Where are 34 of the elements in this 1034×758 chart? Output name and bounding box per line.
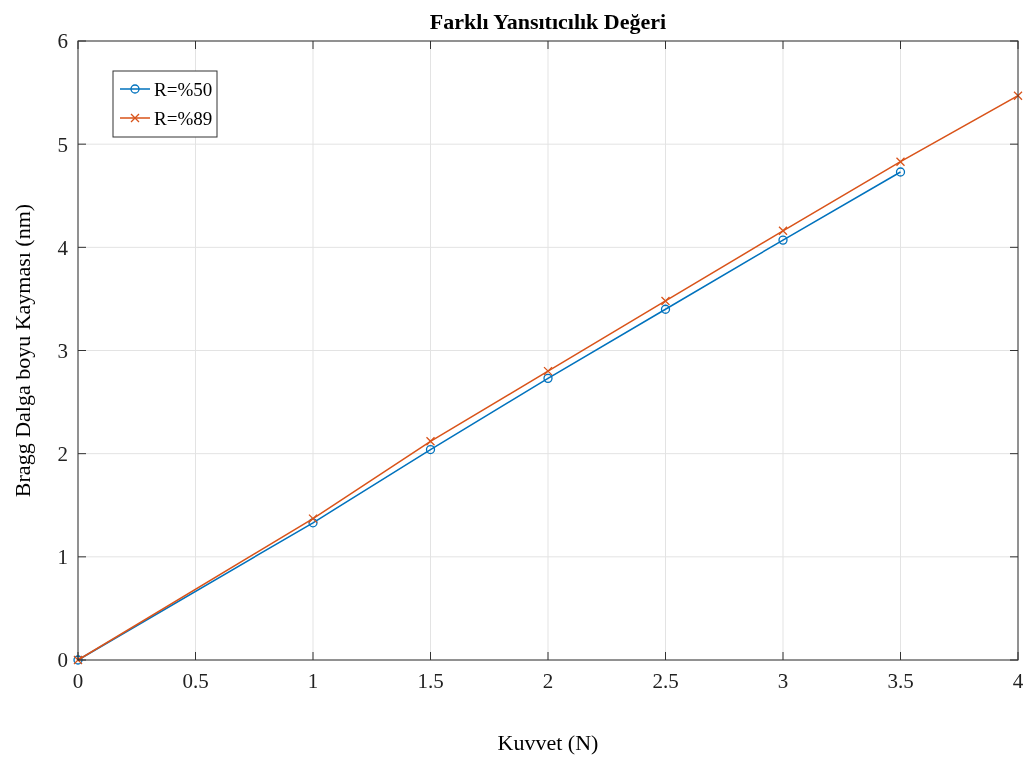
point xyxy=(425,444,436,455)
y-tick-label: 1 xyxy=(57,545,68,570)
x-tick-label: 3.5 xyxy=(887,669,914,693)
x-tick-label: 1.5 xyxy=(417,669,444,693)
y-tick-label: 2 xyxy=(57,442,68,467)
point xyxy=(778,226,788,236)
y-tick-label: 6 xyxy=(57,29,68,54)
y-axis-title: Bragg Dalga boyu Kayması (nm) xyxy=(10,203,35,498)
point xyxy=(778,235,788,245)
y-tick-label: 0 xyxy=(57,648,68,673)
point xyxy=(308,514,318,524)
x-tick-label: 2.5 xyxy=(652,669,679,693)
point xyxy=(660,304,671,314)
point xyxy=(895,167,906,177)
y-tick-label: 4 xyxy=(57,235,69,260)
x-tick-label: 0.5 xyxy=(182,669,209,693)
x-tick-label: 1 xyxy=(307,669,319,693)
point xyxy=(660,296,671,306)
point xyxy=(425,436,436,446)
point xyxy=(895,157,906,167)
x-axis-title: Kuvvet (N) xyxy=(497,730,599,755)
x-tick-label: 0 xyxy=(72,669,84,693)
chart-title: Farklı Yansıtıcılık Değeri xyxy=(429,9,667,34)
x-tick-label: 2 xyxy=(542,669,554,693)
legend-label: R=%89 xyxy=(154,107,213,129)
x-tick-label: 3 xyxy=(777,669,789,693)
point xyxy=(308,518,318,528)
x-tick-label: 4 xyxy=(1012,669,1024,693)
point xyxy=(543,373,553,384)
y-tick-label: 5 xyxy=(57,132,68,157)
y-tick-label: 3 xyxy=(57,338,68,363)
point xyxy=(1013,91,1023,101)
legend-label: R=%50 xyxy=(154,78,213,100)
point xyxy=(543,366,553,376)
